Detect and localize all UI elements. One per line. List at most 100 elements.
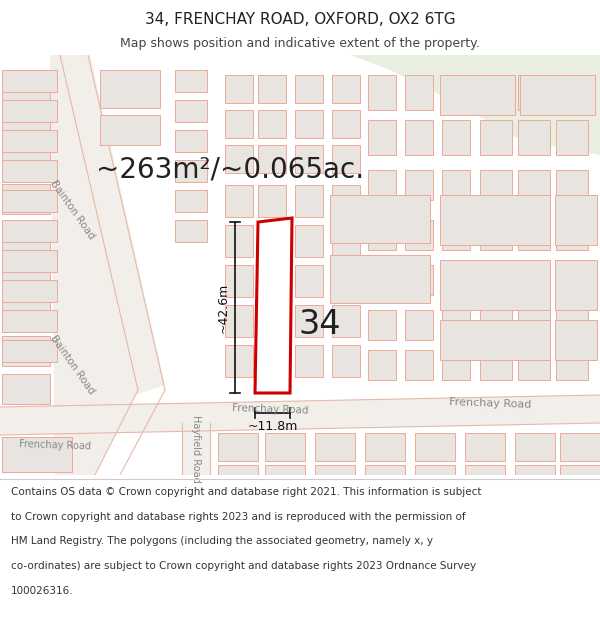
Bar	[175, 160, 207, 182]
Bar	[480, 220, 512, 250]
Text: Bainton Road: Bainton Road	[48, 179, 96, 241]
Bar	[518, 310, 550, 340]
Bar	[2, 160, 57, 182]
Bar	[258, 145, 286, 173]
Bar	[442, 120, 470, 155]
Bar	[218, 433, 258, 461]
Bar	[518, 220, 550, 250]
Bar	[2, 222, 50, 252]
Polygon shape	[0, 395, 600, 435]
Bar	[480, 350, 512, 380]
Bar	[480, 120, 512, 155]
Bar	[442, 310, 470, 340]
Text: co-ordinates) are subject to Crown copyright and database rights 2023 Ordnance S: co-ordinates) are subject to Crown copyr…	[11, 561, 476, 571]
Bar	[405, 170, 433, 200]
Bar	[440, 75, 515, 115]
Bar	[368, 120, 396, 155]
Bar	[520, 75, 595, 115]
Bar	[175, 190, 207, 212]
Bar	[330, 195, 430, 243]
Bar	[332, 225, 360, 257]
Bar	[258, 185, 286, 217]
Bar	[518, 75, 550, 110]
Bar	[100, 70, 160, 108]
Bar	[332, 145, 360, 173]
Bar	[480, 265, 512, 295]
Bar	[225, 75, 253, 103]
Bar	[2, 70, 57, 92]
Bar	[515, 433, 555, 461]
Bar	[2, 336, 50, 366]
Text: Frenchay Road: Frenchay Road	[19, 439, 91, 451]
Bar	[368, 170, 396, 200]
Bar	[295, 110, 323, 138]
Text: 100026316.: 100026316.	[11, 586, 73, 596]
Bar	[556, 350, 588, 380]
Bar	[100, 115, 160, 145]
Bar	[175, 220, 207, 242]
Bar	[225, 110, 253, 138]
Bar	[368, 310, 396, 340]
Bar	[315, 433, 355, 461]
Bar	[440, 260, 550, 310]
Bar	[2, 260, 50, 290]
Bar	[556, 220, 588, 250]
Bar	[332, 110, 360, 138]
Bar	[225, 345, 253, 377]
Bar	[556, 310, 588, 340]
Bar	[405, 75, 433, 110]
Bar	[258, 225, 286, 257]
Bar	[295, 345, 323, 377]
Bar	[556, 170, 588, 200]
Bar	[480, 75, 512, 110]
Bar	[2, 280, 57, 302]
Bar	[405, 220, 433, 250]
Bar	[465, 433, 505, 461]
Bar	[518, 120, 550, 155]
Bar	[258, 305, 286, 337]
Bar	[465, 465, 505, 483]
Bar	[295, 75, 323, 103]
Bar	[2, 340, 57, 362]
Bar	[556, 75, 588, 110]
Bar	[556, 120, 588, 155]
Text: 34, FRENCHAY ROAD, OXFORD, OX2 6TG: 34, FRENCHAY ROAD, OXFORD, OX2 6TG	[145, 12, 455, 27]
Bar	[415, 465, 455, 483]
Bar	[368, 350, 396, 380]
Bar	[442, 350, 470, 380]
Bar	[368, 220, 396, 250]
Polygon shape	[182, 423, 210, 475]
Bar	[560, 465, 600, 483]
Bar	[175, 100, 207, 122]
Bar	[368, 265, 396, 295]
Bar	[2, 108, 50, 138]
Text: ~263m²/~0.065ac.: ~263m²/~0.065ac.	[96, 156, 364, 184]
Bar	[2, 250, 57, 272]
Bar	[2, 374, 50, 404]
Bar	[315, 465, 355, 483]
Bar	[560, 433, 600, 461]
Bar	[332, 305, 360, 337]
Bar	[480, 170, 512, 200]
Text: Contains OS data © Crown copyright and database right 2021. This information is : Contains OS data © Crown copyright and d…	[11, 487, 481, 497]
Bar	[2, 146, 50, 176]
Bar	[2, 70, 50, 100]
Bar	[442, 220, 470, 250]
Text: Bainton Road: Bainton Road	[48, 334, 96, 396]
Bar	[225, 305, 253, 337]
Bar	[225, 145, 253, 173]
Bar	[480, 310, 512, 340]
Text: Hayfield Road: Hayfield Road	[191, 415, 201, 483]
Bar	[332, 345, 360, 377]
Bar	[518, 350, 550, 380]
Bar	[555, 195, 597, 245]
Bar	[295, 265, 323, 297]
Bar	[440, 195, 550, 245]
Bar	[405, 120, 433, 155]
Bar	[515, 465, 555, 483]
Polygon shape	[50, 55, 165, 475]
Bar	[556, 265, 588, 295]
Bar	[415, 433, 455, 461]
Bar	[2, 190, 57, 212]
Bar	[442, 265, 470, 295]
